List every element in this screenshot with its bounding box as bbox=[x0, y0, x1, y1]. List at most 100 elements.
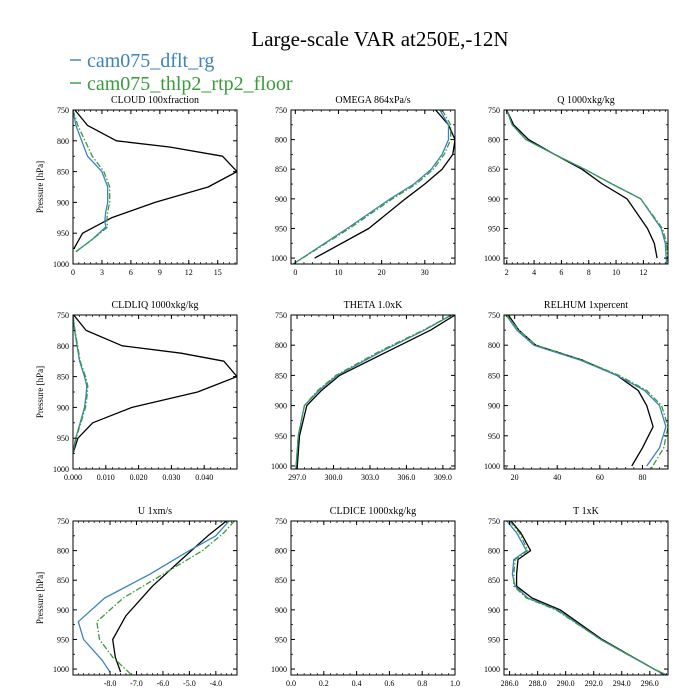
y-tick-label: 850 bbox=[57, 576, 69, 585]
panel-2: OMEGA 864xPa/s 750 800 850 900 950 1000 0 10 20 30 bbox=[271, 95, 456, 277]
x-tick-label: 0 bbox=[293, 268, 297, 277]
y-tick-label: 750 bbox=[57, 311, 69, 320]
panel-title: RELHUM 1xpercent bbox=[544, 300, 628, 311]
plot-frame bbox=[503, 520, 669, 676]
series-line-2 bbox=[73, 110, 109, 253]
y-tick-label: 750 bbox=[488, 311, 500, 320]
series-line-3 bbox=[509, 521, 667, 675]
legend: cam075_dflt_rg cam075_thlp2_rtp2_floor bbox=[70, 50, 293, 95]
x-tick-label: 10 bbox=[334, 268, 342, 277]
x-tick-label: 0.4 bbox=[352, 679, 362, 688]
series-line-3 bbox=[73, 110, 111, 253]
series-group bbox=[77, 521, 235, 675]
series-line-2 bbox=[506, 521, 667, 675]
y-tick-label: 800 bbox=[57, 342, 69, 351]
y-tick-label: 750 bbox=[488, 517, 500, 526]
x-tick-label: 20 bbox=[511, 473, 519, 482]
series-group bbox=[506, 521, 667, 675]
x-tick-label: 1.0 bbox=[450, 679, 460, 688]
plot-frame bbox=[503, 109, 669, 265]
y-tick-label: 950 bbox=[57, 635, 69, 644]
panels: CLOUD 100xfraction Pressure [hPa] 750 800 85… bbox=[35, 95, 669, 688]
series-group bbox=[73, 315, 237, 454]
y-axis-label: Pressure [hPa] bbox=[35, 366, 45, 418]
y-tick-label: 850 bbox=[57, 373, 69, 382]
y-tick-label: 850 bbox=[275, 576, 287, 585]
x-tick-label: 309.0 bbox=[434, 473, 452, 482]
x-tick-label: 60 bbox=[596, 473, 604, 482]
series-line-3 bbox=[505, 315, 668, 469]
series-line-1 bbox=[112, 521, 227, 673]
y-tick-label: 950 bbox=[488, 432, 500, 441]
y-tick-label: 850 bbox=[57, 168, 69, 177]
x-tick-label: 0.000 bbox=[64, 473, 82, 482]
x-tick-label: 0.010 bbox=[97, 473, 115, 482]
y-tick-label: 1000 bbox=[53, 465, 69, 474]
x-tick-label: 2 bbox=[505, 268, 509, 277]
y-tick-label: 1000 bbox=[53, 260, 69, 269]
panel-title: T 1xK bbox=[573, 506, 599, 517]
y-tick-label: 850 bbox=[275, 371, 287, 380]
series-line-2 bbox=[73, 315, 88, 454]
x-tick-label: 286.0 bbox=[501, 679, 519, 688]
series-line-1 bbox=[510, 521, 666, 675]
y-tick-label: 900 bbox=[488, 195, 500, 204]
y-tick-label: 900 bbox=[275, 606, 287, 615]
x-tick-label: 290.0 bbox=[557, 679, 575, 688]
panel-title: U 1xm/s bbox=[138, 506, 172, 517]
panel-title: CLOUD 100xfraction bbox=[111, 95, 199, 106]
y-tick-label: 800 bbox=[275, 341, 287, 350]
y-tick-label: 900 bbox=[488, 402, 500, 411]
x-tick-label: -4.0 bbox=[210, 679, 223, 688]
y-tick-label: 750 bbox=[488, 106, 500, 115]
panel-title: CLDICE 1000xkg/kg bbox=[330, 506, 416, 517]
y-tick-label: 1000 bbox=[484, 665, 500, 674]
x-tick-label: 296.0 bbox=[641, 679, 659, 688]
y-tick-label: 900 bbox=[57, 198, 69, 207]
plot-frame bbox=[290, 314, 456, 470]
plot-frame bbox=[290, 109, 456, 265]
y-tick-label: 1000 bbox=[53, 665, 69, 674]
series-line-2 bbox=[77, 521, 230, 673]
x-tick-label: 12 bbox=[639, 268, 647, 277]
series-line-3 bbox=[96, 521, 235, 675]
panel-4: CLDLIQ 1000xkg/kg Pressure [hPa] 750 800 850… bbox=[35, 300, 238, 482]
y-tick-label: 900 bbox=[275, 402, 287, 411]
y-tick-label: 1000 bbox=[484, 254, 500, 263]
y-axis-label: Pressure [hPa] bbox=[35, 161, 45, 213]
series-group bbox=[506, 110, 668, 264]
series-line-2 bbox=[292, 110, 450, 264]
plot-frame bbox=[72, 314, 238, 470]
y-tick-label: 800 bbox=[488, 341, 500, 350]
plot-frame bbox=[290, 520, 456, 676]
x-tick-label: 0.2 bbox=[319, 679, 329, 688]
y-tick-label: 850 bbox=[488, 576, 500, 585]
panel-3: Q 1000xkg/kg 750 800 850 900 950 1000 2 4 6 8 10 12 bbox=[484, 95, 669, 277]
panel-title: CLDLIQ 1000xkg/kg bbox=[112, 300, 199, 311]
y-tick-label: 1000 bbox=[484, 462, 500, 471]
x-tick-label: 12 bbox=[185, 268, 193, 277]
x-tick-label: 10 bbox=[612, 268, 620, 277]
panel-title: Q 1000xkg/kg bbox=[557, 95, 615, 106]
y-tick-label: 900 bbox=[57, 606, 69, 615]
y-tick-label: 950 bbox=[57, 434, 69, 443]
panel-7: U 1xm/s Pressure [hPa] 750 800 850 900 950 1000… bbox=[35, 506, 238, 688]
series-line-2 bbox=[506, 110, 668, 264]
series-group bbox=[292, 110, 455, 264]
y-tick-label: 950 bbox=[488, 635, 500, 644]
series-group bbox=[505, 315, 668, 469]
series-line-1 bbox=[314, 110, 455, 259]
figure-title: Large-scale VAR at250E,-12N bbox=[251, 27, 508, 51]
x-tick-label: 0.030 bbox=[162, 473, 180, 482]
x-tick-label: -6.0 bbox=[157, 679, 170, 688]
y-tick-label: 750 bbox=[275, 106, 287, 115]
y-tick-label: 750 bbox=[57, 517, 69, 526]
series-line-1 bbox=[296, 315, 455, 469]
x-tick-label: 3 bbox=[100, 268, 104, 277]
x-tick-label: -8.0 bbox=[104, 679, 117, 688]
panel-title: THETA 1.0xK bbox=[344, 300, 403, 311]
x-tick-label: -5.0 bbox=[183, 679, 196, 688]
x-tick-label: -7.0 bbox=[130, 679, 143, 688]
